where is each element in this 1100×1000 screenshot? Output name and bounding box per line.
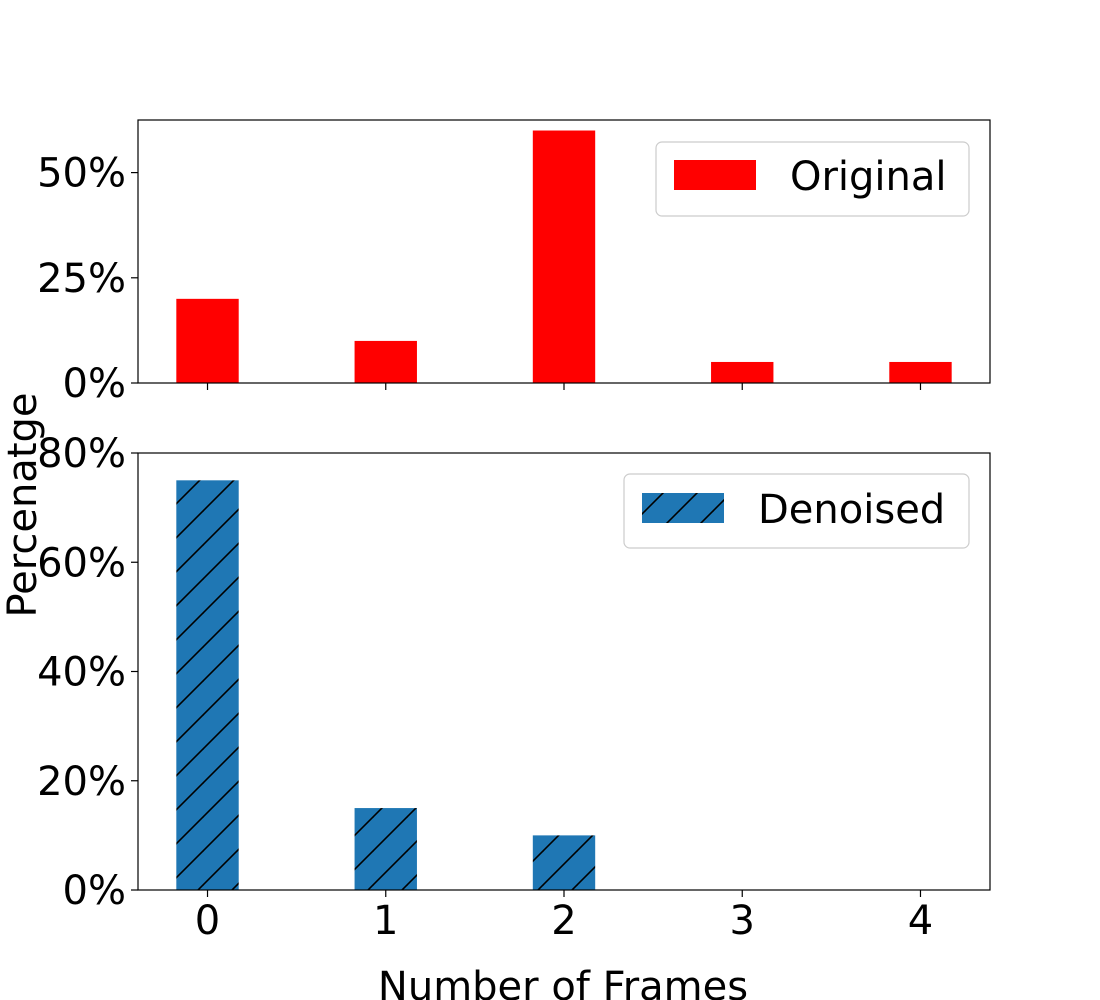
original-bar-0 — [176, 298, 239, 383]
bottom-legend-label: Denoised — [758, 487, 945, 533]
bottom-legend: Denoised — [623, 473, 970, 549]
bottom-legend-box — [623, 473, 970, 549]
bottom-bars-group — [176, 480, 596, 890]
top-panel: 0% 25% 50% Original — [37, 119, 991, 407]
y-tick-label: 20% — [37, 759, 126, 805]
x-tick-label: 0 — [195, 898, 220, 944]
bottom-y-ticks: 0% 20% 40% 60% 80% — [37, 431, 138, 914]
x-axis-title: Number of Frames — [378, 964, 748, 1000]
top-y-ticks: 0% 25% 50% — [37, 151, 138, 407]
bottom-panel: 0% 20% 40% 60% 80% 0 1 2 3 4 Denoised — [37, 431, 991, 944]
original-bar-2 — [532, 130, 596, 383]
y-tick-label: 40% — [37, 650, 126, 696]
x-tick-label: 4 — [908, 898, 933, 944]
denoised-bar-0 — [176, 480, 239, 890]
x-tick-label: 3 — [730, 898, 755, 944]
y-tick-label: 50% — [37, 151, 126, 197]
top-legend-label: Original — [790, 154, 947, 200]
original-bar-4 — [889, 361, 952, 383]
bottom-x-ticks: 0 1 2 3 4 — [195, 890, 933, 944]
bottom-legend-swatch — [642, 493, 724, 523]
y-tick-label: 80% — [37, 431, 126, 477]
top-bars-group — [176, 130, 952, 383]
top-x-ticks — [206, 383, 922, 390]
y-axis-title: Percenatge — [0, 392, 46, 617]
original-bar-3 — [711, 361, 774, 383]
x-tick-label: 1 — [373, 898, 398, 944]
y-tick-label: 0% — [63, 361, 126, 407]
original-bar-1 — [354, 340, 417, 383]
denoised-bar-2 — [532, 835, 596, 890]
y-tick-label: 25% — [37, 256, 126, 302]
top-legend-swatch — [674, 160, 756, 190]
x-tick-label: 2 — [551, 898, 576, 944]
top-legend: Original — [655, 141, 970, 217]
y-tick-label: 60% — [37, 540, 126, 586]
denoised-bar-1 — [354, 808, 417, 890]
y-tick-label: 0% — [63, 868, 126, 914]
